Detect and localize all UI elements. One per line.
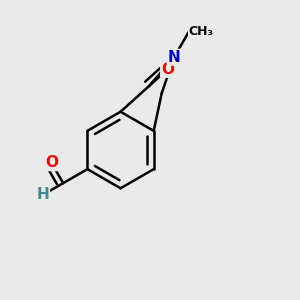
Text: H: H xyxy=(36,188,49,202)
Text: CH₃: CH₃ xyxy=(189,25,214,38)
Text: O: O xyxy=(45,155,58,170)
Text: O: O xyxy=(161,62,174,77)
Text: N: N xyxy=(168,50,181,65)
